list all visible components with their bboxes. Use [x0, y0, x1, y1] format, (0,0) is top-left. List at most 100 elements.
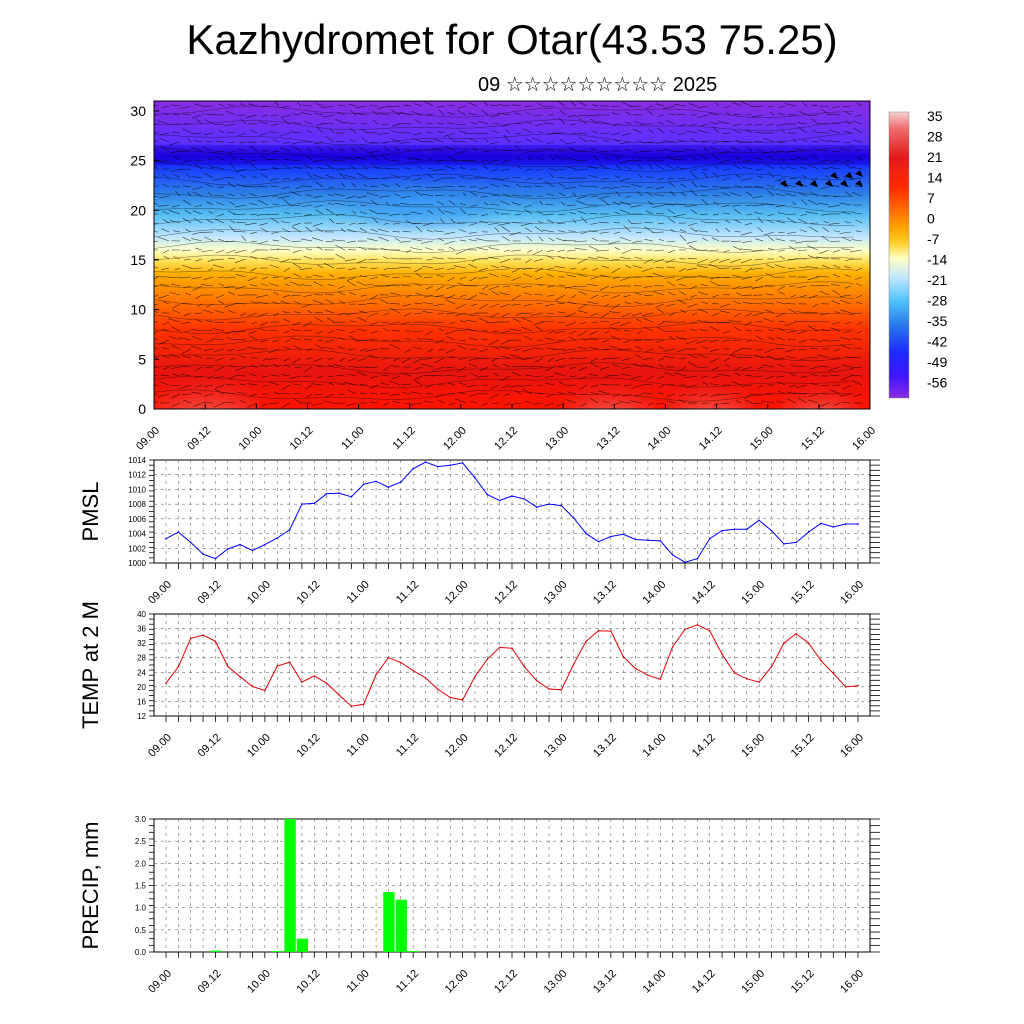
- wind-arrow: [313, 281, 324, 287]
- wind-arrow: [611, 402, 621, 406]
- wind-arrow: [227, 210, 236, 215]
- wind-arrow: [300, 238, 313, 242]
- data-point: [634, 538, 637, 541]
- wind-arrow: [162, 211, 170, 215]
- wind-arrow: [745, 399, 753, 404]
- wind-arrow: [468, 113, 478, 116]
- wind-arrow: [600, 312, 610, 318]
- wind-arrow: [788, 267, 797, 269]
- wind-arrow: [371, 330, 379, 334]
- wind-arrow: [725, 219, 731, 224]
- wind-arrow: [652, 204, 665, 208]
- wind-arrow: [580, 393, 588, 395]
- wind-arrow: [445, 312, 456, 315]
- wind-arrow: [157, 204, 170, 207]
- wind-arrow: [459, 239, 467, 242]
- data-point: [746, 528, 748, 530]
- x-tick-label: 16.00: [838, 579, 866, 607]
- data-point: [548, 688, 550, 690]
- wind-arrow: [307, 309, 313, 314]
- wind-arrow: [281, 374, 291, 377]
- wind-arrow: [455, 330, 467, 332]
- wind-arrow: [399, 141, 412, 144]
- wind-arrow: [712, 141, 720, 144]
- wind-arrow: [271, 150, 280, 153]
- wind-arrow: [546, 393, 555, 398]
- wind-arrow: [532, 249, 544, 255]
- wind-arrow: [457, 375, 467, 378]
- wind-arrow: [291, 240, 302, 243]
- data-point: [622, 533, 624, 536]
- wind-arrow: [625, 111, 632, 116]
- wind-arrow: [763, 231, 775, 236]
- wind-arrow: [283, 141, 291, 144]
- wind-arrow: [281, 186, 291, 189]
- wind-arrow: [685, 276, 698, 278]
- wind-arrow: [250, 163, 258, 170]
- wind-arrow: [206, 219, 214, 224]
- wind-arrow: [697, 320, 709, 323]
- wind-arrow: [700, 283, 709, 287]
- wind-arrow: [480, 159, 489, 162]
- wind-arrow: [208, 267, 214, 271]
- wind-arrow: [476, 393, 489, 395]
- wind-arrow: [767, 235, 775, 242]
- wind-arrow: [415, 225, 423, 233]
- wind-arrow: [678, 177, 687, 180]
- wind-arrow: [800, 375, 808, 378]
- wind-arrow: [668, 312, 676, 317]
- data-point: [498, 646, 501, 649]
- wind-arrow: [740, 248, 753, 251]
- wind-arrow: [523, 303, 533, 307]
- wind-arrow: [224, 303, 236, 308]
- wind-arrow: [608, 345, 621, 350]
- wind-arrow: [368, 258, 379, 261]
- wind-arrow: [227, 141, 236, 143]
- wind-arrow: [333, 364, 346, 368]
- wind-arrow: [193, 103, 203, 107]
- wind-arrow: [195, 294, 203, 300]
- wind-arrow: [757, 366, 764, 370]
- x-tick-label: 13.12: [591, 732, 619, 760]
- wind-arrow: [610, 321, 621, 326]
- wind-arrow: [350, 182, 357, 188]
- wind-arrow: [482, 150, 489, 153]
- wind-arrow: [224, 285, 236, 288]
- wind-arrow: [445, 294, 456, 300]
- wind-arrow: [537, 130, 544, 134]
- data-point: [511, 495, 513, 497]
- wind-arrow: [658, 321, 665, 326]
- wind-arrow: [427, 167, 434, 170]
- wind-arrow: [163, 255, 170, 260]
- wind-arrow: [346, 280, 357, 287]
- wind-arrow: [769, 111, 775, 116]
- wind-arrow: [344, 122, 357, 125]
- wind-arrow: [542, 229, 555, 233]
- wind-arrow: [751, 105, 764, 108]
- wind-arrow: [171, 204, 181, 208]
- wind-arrow: [588, 245, 599, 251]
- wind-arrow: [656, 402, 665, 405]
- wind-arrow: [392, 123, 401, 127]
- wind-arrow: [625, 195, 632, 198]
- wind-arrow: [811, 104, 819, 107]
- wind-arrow: [776, 123, 786, 127]
- wind-arrow: [686, 240, 698, 244]
- wind-arrow: [548, 237, 555, 242]
- wind-arrow: [654, 303, 665, 308]
- wind-arrow: [437, 207, 445, 215]
- wind-arrow: [852, 192, 863, 197]
- wind-arrow: [244, 222, 258, 226]
- wind-arrow: [304, 121, 313, 125]
- y-tick-label: 1014: [128, 456, 146, 465]
- contour-line: [154, 362, 855, 375]
- wind-arrow: [524, 335, 533, 341]
- wind-arrow: [336, 168, 346, 171]
- wind-arrow: [798, 127, 808, 134]
- cs-x-tick-label: 10.00: [236, 425, 264, 453]
- wind-arrow: [785, 193, 797, 197]
- wind-arrow: [216, 156, 225, 161]
- contour-line: [154, 160, 855, 172]
- wind-arrow: [427, 157, 434, 161]
- wind-arrow: [335, 253, 346, 260]
